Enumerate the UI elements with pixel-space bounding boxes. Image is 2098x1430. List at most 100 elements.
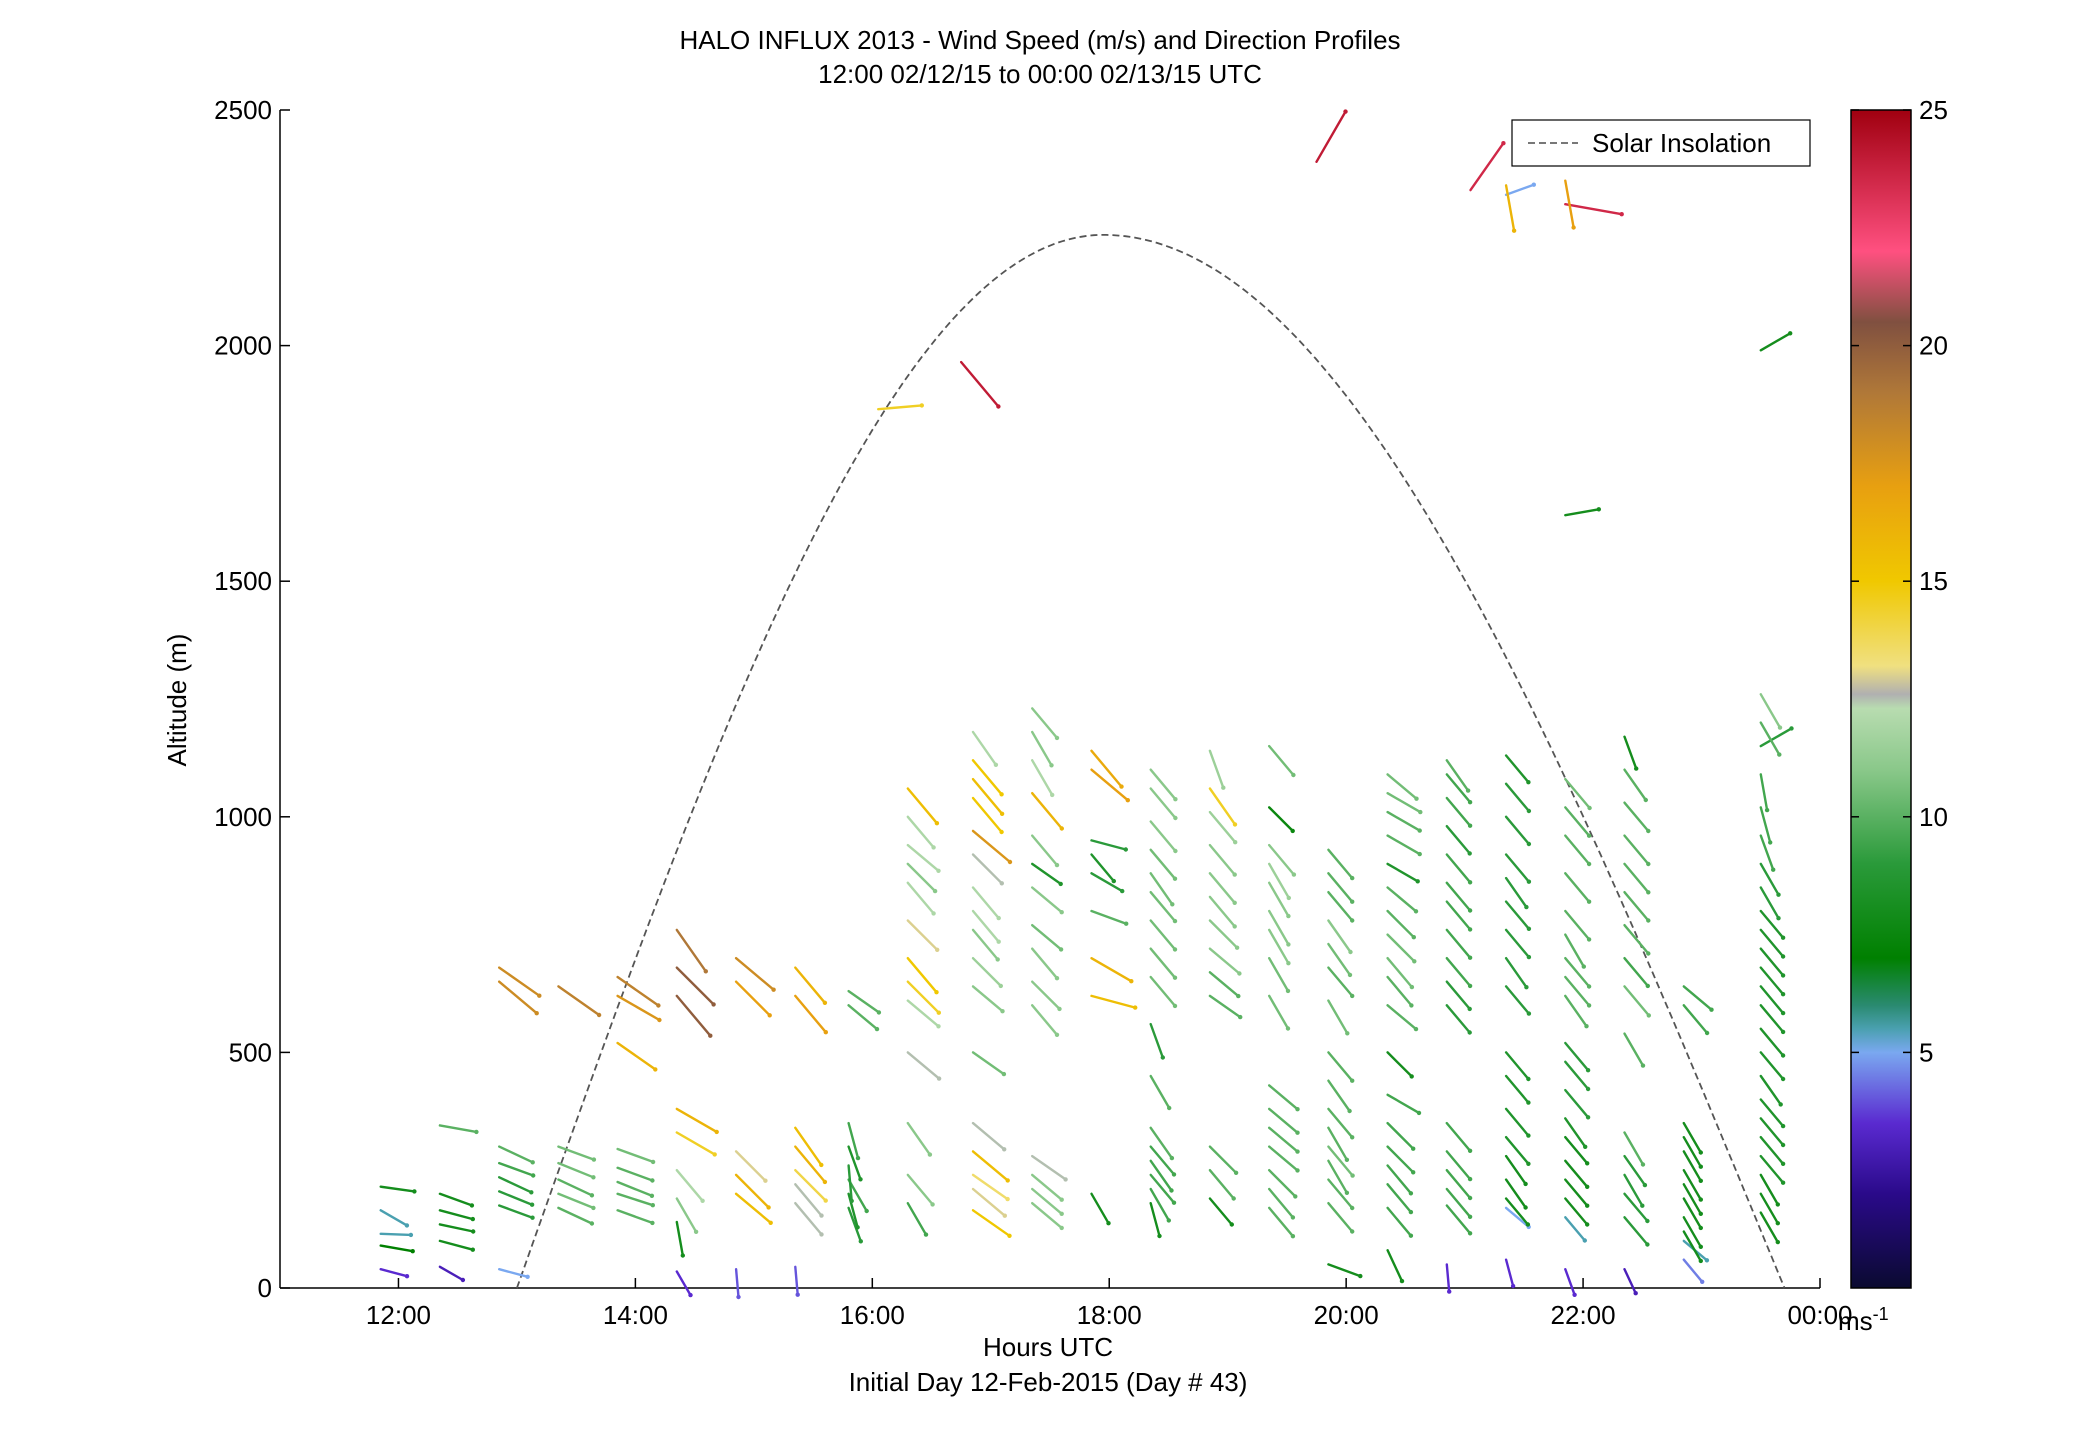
y-tick-label: 0 bbox=[258, 1273, 272, 1303]
wind-barb bbox=[1267, 994, 1290, 1030]
wind-barb-tip bbox=[864, 1208, 869, 1214]
wind-barb bbox=[1564, 1267, 1576, 1297]
wind-barb bbox=[1386, 1051, 1413, 1078]
wind-barb bbox=[1030, 862, 1062, 886]
wind-barb bbox=[1445, 1150, 1472, 1181]
wind-barb bbox=[1267, 1168, 1297, 1198]
wind-barb-tip bbox=[1229, 1222, 1235, 1227]
wind-barb-tip bbox=[1233, 1170, 1239, 1176]
wind-barb-tip bbox=[703, 969, 708, 974]
wind-barb-tip bbox=[1585, 1161, 1590, 1166]
wind-barb-tip bbox=[650, 1220, 655, 1226]
wind-barb-tip bbox=[1467, 1176, 1473, 1182]
wind-barb bbox=[794, 1126, 823, 1167]
wind-barb-tip bbox=[1698, 1211, 1704, 1217]
wind-barb-tip bbox=[1698, 1225, 1704, 1231]
wind-barb-tip bbox=[470, 1247, 475, 1252]
wind-barb bbox=[1445, 825, 1471, 855]
wind-barb bbox=[1327, 1107, 1354, 1139]
y-tick-label: 1500 bbox=[214, 566, 272, 596]
wind-barb-tip bbox=[1415, 879, 1420, 884]
y-tick-label: 500 bbox=[229, 1037, 272, 1067]
wind-barb-tip bbox=[934, 990, 939, 995]
wind-barb bbox=[1623, 891, 1650, 922]
x-axis-label-2: Initial Day 12-Feb-2015 (Day # 43) bbox=[849, 1367, 1248, 1397]
wind-barb-tip bbox=[936, 868, 941, 873]
wind-barb-tip bbox=[1412, 959, 1417, 964]
wind-barb-tip bbox=[1583, 1144, 1588, 1150]
wind-barb bbox=[1267, 1206, 1295, 1238]
wind-barb-tip bbox=[1350, 875, 1355, 881]
wind-barb bbox=[1090, 749, 1123, 788]
wind-barb-tip bbox=[1467, 1214, 1473, 1220]
wind-barb bbox=[557, 1161, 595, 1179]
wind-barb-tip bbox=[858, 1239, 863, 1244]
wind-barb-tip bbox=[999, 881, 1004, 886]
wind-barb-tip bbox=[1133, 1005, 1138, 1010]
wind-barb-tip bbox=[1645, 1242, 1650, 1247]
wind-barb-tip bbox=[650, 1178, 655, 1183]
wind-barb bbox=[1759, 693, 1782, 729]
wind-barb bbox=[734, 1173, 770, 1209]
wind-barb bbox=[1208, 919, 1239, 949]
wind-barb bbox=[734, 1150, 767, 1182]
wind-barb-tip bbox=[1775, 1202, 1781, 1207]
wind-barb-tip bbox=[819, 1162, 824, 1168]
wind-barb bbox=[1623, 1173, 1644, 1207]
wind-barb-tip bbox=[1166, 1218, 1172, 1223]
wind-barb bbox=[1149, 1173, 1176, 1204]
wind-barb-tip bbox=[404, 1274, 410, 1279]
wind-barb bbox=[1682, 1168, 1703, 1201]
wind-barb bbox=[1327, 1126, 1349, 1162]
wind-barb bbox=[1208, 1197, 1234, 1226]
wind-barb-tip bbox=[1526, 1076, 1531, 1082]
wind-barb bbox=[1267, 957, 1290, 993]
wind-barb-tip bbox=[1777, 725, 1783, 730]
wind-barb-tip bbox=[1698, 1178, 1704, 1184]
wind-barb bbox=[438, 1192, 474, 1207]
wind-barb-tip bbox=[471, 1229, 476, 1234]
solar-insolation-group bbox=[516, 233, 1786, 1289]
wind-barb bbox=[1030, 707, 1059, 740]
wind-barb bbox=[1208, 810, 1237, 844]
wind-barb bbox=[1208, 872, 1236, 904]
wind-barb bbox=[1504, 1154, 1527, 1186]
wind-barb-tip bbox=[711, 1002, 716, 1007]
wind-barb-tip bbox=[1645, 1218, 1650, 1224]
wind-barb-tip bbox=[763, 1178, 768, 1183]
wind-barb bbox=[1564, 872, 1591, 903]
wind-barb bbox=[1090, 853, 1116, 883]
wind-barb bbox=[438, 1223, 475, 1233]
wind-barb bbox=[1445, 773, 1472, 804]
wind-barb bbox=[675, 966, 715, 1006]
wind-barb-tip bbox=[1295, 1149, 1300, 1154]
wind-barb bbox=[557, 1178, 594, 1197]
wind-barb-tip bbox=[589, 1221, 595, 1226]
y-axis-label: Altitude (m) bbox=[162, 634, 192, 767]
wind-barb-tip bbox=[1780, 1053, 1786, 1058]
wind-barb bbox=[1623, 1267, 1637, 1295]
wind-barb-tip bbox=[1007, 859, 1013, 865]
wind-barb-tip bbox=[1780, 992, 1786, 997]
wind-barb bbox=[847, 989, 881, 1014]
wind-barb bbox=[1564, 834, 1591, 866]
wind-barb-tip bbox=[823, 1198, 828, 1203]
wind-barb-tip bbox=[1640, 1162, 1646, 1167]
wind-barb bbox=[675, 928, 707, 973]
wind-barb-tip bbox=[1001, 1071, 1007, 1077]
wind-barb-tip bbox=[712, 1152, 717, 1157]
colorbar-tick-label: 25 bbox=[1919, 95, 1948, 125]
wind-barb-tip bbox=[1005, 1196, 1010, 1202]
wind-barb-tip bbox=[1417, 828, 1422, 833]
wind-barb-tip bbox=[1764, 807, 1770, 813]
wind-barb-tip bbox=[1005, 1178, 1010, 1183]
wind-barb bbox=[734, 957, 775, 991]
wind-barb bbox=[1759, 947, 1785, 977]
wind-barb-tip bbox=[1125, 798, 1131, 803]
wind-barb-tip bbox=[1408, 1233, 1414, 1238]
wind-barb-tip bbox=[1642, 1182, 1648, 1188]
wind-barb-tip bbox=[1232, 822, 1238, 827]
wind-barb bbox=[379, 1232, 413, 1237]
wind-barb-tip bbox=[596, 1012, 602, 1018]
wind-barb bbox=[379, 1185, 416, 1193]
